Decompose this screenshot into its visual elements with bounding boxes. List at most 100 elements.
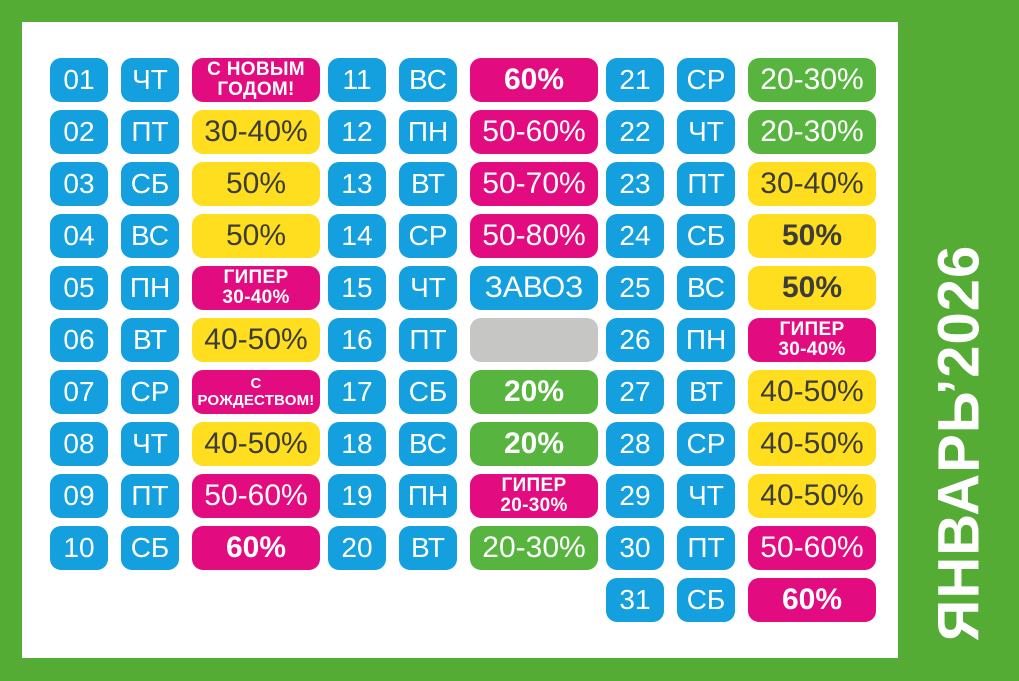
discount-cell: 20-30% bbox=[748, 110, 876, 154]
discount-cell: 40-50% bbox=[748, 370, 876, 414]
day-row: 02 ПТ 30-40% bbox=[50, 110, 320, 154]
month-sidebar: ЯНВАРЬ’2026 bbox=[898, 0, 1019, 681]
calendar-board: 01 ЧТ С НОВЫМ ГОДОМ! 02 ПТ 30-40% 03 СБ 50% 04 ВС 50… bbox=[22, 22, 898, 658]
discount-cell: 50-80% bbox=[470, 214, 598, 258]
calendar-column: 21 СР 20-30% 22 ЧТ 20-30% 23 ПТ 30-40% 24 СБ 50% 25 В… bbox=[606, 58, 876, 622]
day-row: 09 ПТ 50-60% bbox=[50, 474, 320, 518]
weekday-cell: ВС bbox=[399, 422, 457, 466]
discount-cell: 50% bbox=[748, 214, 876, 258]
day-row: 07 СР С РОЖДЕСТВОМ! bbox=[50, 370, 320, 414]
day-number-cell: 14 bbox=[328, 214, 386, 258]
weekday-cell: ВС bbox=[399, 58, 457, 102]
weekday-cell: ПТ bbox=[121, 110, 179, 154]
calendar-column: 01 ЧТ С НОВЫМ ГОДОМ! 02 ПТ 30-40% 03 СБ 50% 04 ВС 50… bbox=[50, 58, 320, 622]
day-row: 31 СБ 60% bbox=[606, 578, 876, 622]
weekday-cell: ПТ bbox=[677, 162, 735, 206]
day-number-cell: 10 bbox=[50, 526, 108, 570]
day-number-cell: 21 bbox=[606, 58, 664, 102]
calendar-column: 11 ВС 60% 12 ПН 50-60% 13 ВТ 50-70% 14 СР 50-80% 15 Ч… bbox=[328, 58, 598, 622]
holiday-cell-line: 20-30% bbox=[500, 495, 568, 516]
day-row: 11 ВС 60% bbox=[328, 58, 598, 102]
day-row: 29 ЧТ 40-50% bbox=[606, 474, 876, 518]
discount-cell: 60% bbox=[748, 578, 876, 622]
day-number-cell: 03 bbox=[50, 162, 108, 206]
holiday-cell-line: РОЖДЕСТВОМ! bbox=[197, 392, 315, 409]
day-number-cell: 25 bbox=[606, 266, 664, 310]
discount-cell: 20% bbox=[470, 422, 598, 466]
day-row: 05 ПН ГИПЕР 30-40% bbox=[50, 266, 320, 310]
calendar-columns: 01 ЧТ С НОВЫМ ГОДОМ! 02 ПТ 30-40% 03 СБ 50% 04 ВС 50… bbox=[22, 22, 898, 622]
holiday-cell: ГИПЕР 30-40% bbox=[748, 318, 876, 362]
holiday-cell-line: ГИПЕР bbox=[501, 475, 567, 496]
discount-cell: 50-70% bbox=[470, 162, 598, 206]
weekday-cell: ВС bbox=[677, 266, 735, 310]
day-row: 22 ЧТ 20-30% bbox=[606, 110, 876, 154]
day-row: 13 ВТ 50-70% bbox=[328, 162, 598, 206]
weekday-cell: ПН bbox=[399, 110, 457, 154]
day-number-cell: 20 bbox=[328, 526, 386, 570]
weekday-cell: СБ bbox=[399, 370, 457, 414]
weekday-cell: ЧТ bbox=[121, 58, 179, 102]
weekday-cell: ЧТ bbox=[121, 422, 179, 466]
weekday-cell: ЧТ bbox=[399, 266, 457, 310]
holiday-cell: ГИПЕР 20-30% bbox=[470, 474, 598, 518]
day-row: 25 ВС 50% bbox=[606, 266, 876, 310]
day-row: 01 ЧТ С НОВЫМ ГОДОМ! bbox=[50, 58, 320, 102]
holiday-cell-line: 30-40% bbox=[778, 339, 846, 360]
day-number-cell: 09 bbox=[50, 474, 108, 518]
holiday-cell-line: ГОДОМ! bbox=[217, 79, 295, 100]
day-row: 27 ВТ 40-50% bbox=[606, 370, 876, 414]
weekday-cell: СБ bbox=[677, 214, 735, 258]
day-number-cell: 17 bbox=[328, 370, 386, 414]
holiday-cell: ГИПЕР 30-40% bbox=[192, 266, 320, 310]
weekday-cell: ПН bbox=[121, 266, 179, 310]
day-number-cell: 12 bbox=[328, 110, 386, 154]
holiday-cell-line: С НОВЫМ bbox=[207, 59, 305, 80]
weekday-cell: ВТ bbox=[399, 526, 457, 570]
day-number-cell: 26 bbox=[606, 318, 664, 362]
day-row: 15 ЧТ ЗАВОЗ bbox=[328, 266, 598, 310]
day-row: 04 ВС 50% bbox=[50, 214, 320, 258]
day-row: 10 СБ 60% bbox=[50, 526, 320, 570]
weekday-cell: СБ bbox=[677, 578, 735, 622]
day-number-cell: 06 bbox=[50, 318, 108, 362]
month-title: ЯНВАРЬ’2026 bbox=[926, 244, 991, 641]
weekday-cell: СР bbox=[677, 422, 735, 466]
day-number-cell: 04 bbox=[50, 214, 108, 258]
weekday-cell: ПН bbox=[677, 318, 735, 362]
day-row: 16 ПТ bbox=[328, 318, 598, 362]
discount-cell: 20-30% bbox=[470, 526, 598, 570]
day-number-cell: 18 bbox=[328, 422, 386, 466]
holiday-cell-line: ГИПЕР bbox=[779, 319, 845, 340]
day-row: 21 СР 20-30% bbox=[606, 58, 876, 102]
weekday-cell: ЧТ bbox=[677, 110, 735, 154]
day-number-cell: 22 bbox=[606, 110, 664, 154]
discount-cell: 50-60% bbox=[192, 474, 320, 518]
discount-cell: 30-40% bbox=[192, 110, 320, 154]
discount-cell: 20-30% bbox=[748, 58, 876, 102]
day-row: 19 ПН ГИПЕР 20-30% bbox=[328, 474, 598, 518]
weekday-cell: ВТ bbox=[677, 370, 735, 414]
discount-cell: 60% bbox=[192, 526, 320, 570]
holiday-cell-line: 30-40% bbox=[222, 287, 290, 308]
discount-cell: 30-40% bbox=[748, 162, 876, 206]
discount-cell: 60% bbox=[470, 58, 598, 102]
day-number-cell: 31 bbox=[606, 578, 664, 622]
day-number-cell: 05 bbox=[50, 266, 108, 310]
day-number-cell: 11 bbox=[328, 58, 386, 102]
weekday-cell: ПТ bbox=[677, 526, 735, 570]
day-row: 24 СБ 50% bbox=[606, 214, 876, 258]
discount-cell: 50-60% bbox=[748, 526, 876, 570]
weekday-cell: ВТ bbox=[121, 318, 179, 362]
holiday-cell-line: С bbox=[250, 375, 262, 392]
day-number-cell: 27 bbox=[606, 370, 664, 414]
weekday-cell: ПН bbox=[399, 474, 457, 518]
discount-cell: 50-60% bbox=[470, 110, 598, 154]
discount-cell: 40-50% bbox=[748, 474, 876, 518]
day-row: 23 ПТ 30-40% bbox=[606, 162, 876, 206]
discount-cell: 50% bbox=[192, 214, 320, 258]
holiday-cell: С РОЖДЕСТВОМ! bbox=[192, 370, 320, 414]
day-row: 26 ПН ГИПЕР 30-40% bbox=[606, 318, 876, 362]
discount-cell: 20% bbox=[470, 370, 598, 414]
day-number-cell: 19 bbox=[328, 474, 386, 518]
